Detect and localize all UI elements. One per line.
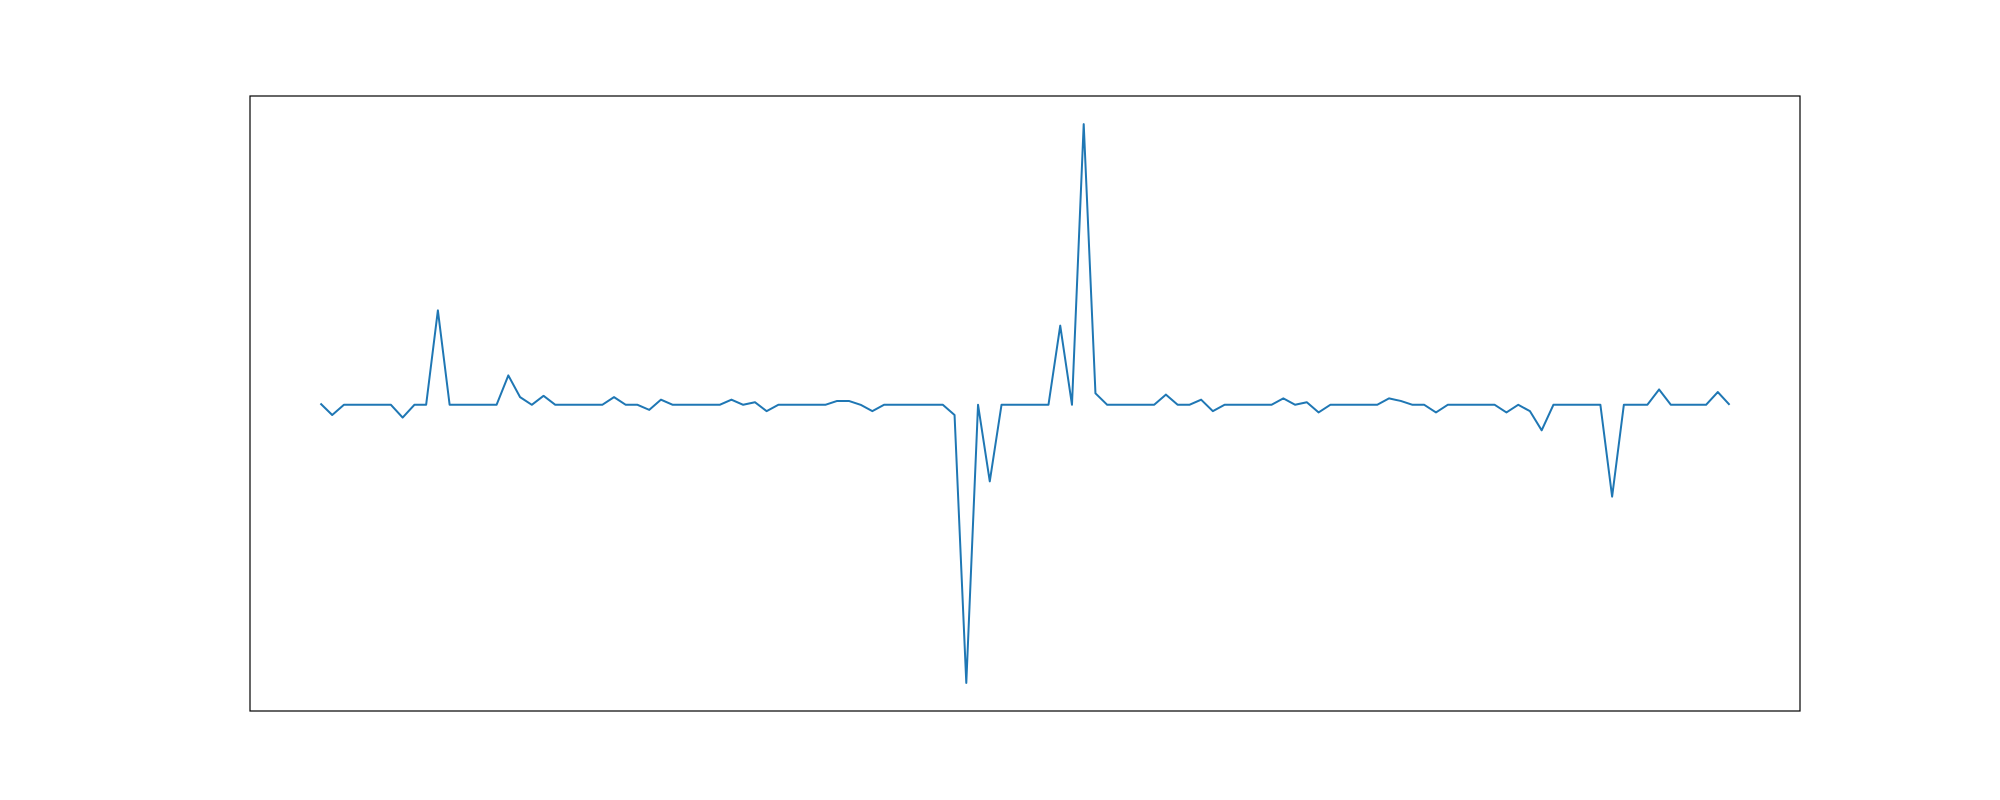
data-line xyxy=(319,123,1731,684)
plot-frame xyxy=(249,95,1801,712)
